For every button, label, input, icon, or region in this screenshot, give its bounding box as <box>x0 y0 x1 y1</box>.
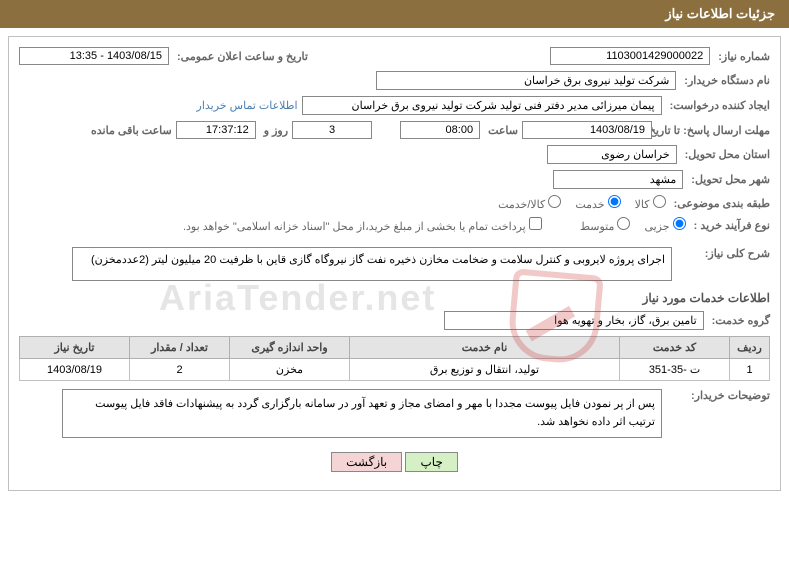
print-button[interactable]: چاپ <box>405 452 457 472</box>
time-label: ساعت <box>488 124 518 137</box>
islamic-treasury-option[interactable]: پرداخت تمام یا بخشی از مبلغ خرید،از محل … <box>183 217 542 233</box>
col-date: تاریخ نیاز <box>20 337 130 359</box>
section-title: اطلاعات خدمات مورد نیاز <box>19 291 770 305</box>
row-service-group: گروه خدمت: تامین برق، گاز، بخار و تهویه … <box>19 311 770 330</box>
cat-service-text: خدمت <box>575 199 604 211</box>
explain-field: پس از پر نمودن فایل پیوست مجددا با مهر و… <box>62 389 662 438</box>
cat-goods-radio[interactable] <box>653 195 666 208</box>
row-purchase-type: نوع فرآیند خرید : جزیی متوسط پرداخت تمام… <box>19 217 770 233</box>
cell-unit: مخزن <box>230 359 350 381</box>
countdown-field: 17:37:12 <box>176 121 256 139</box>
row-city: شهر محل تحویل: مشهد <box>19 170 770 189</box>
type-medium-option[interactable]: متوسط <box>580 217 631 233</box>
col-qty: تعداد / مقدار <box>130 337 230 359</box>
row-province: استان محل تحویل: خراسان رضوی <box>19 145 770 164</box>
need-summary-label: شرح کلی نیاز: <box>680 247 770 260</box>
col-name: نام خدمت <box>350 337 620 359</box>
explain-label: توضیحات خریدار: <box>670 389 770 402</box>
requester-field: پیمان میرزائی مدیر دفتر فنی تولید شرکت ت… <box>302 96 662 115</box>
service-table: ردیف کد خدمت نام خدمت واحد اندازه گیری ت… <box>19 336 770 381</box>
cat-service-radio[interactable] <box>608 195 621 208</box>
row-category: طبقه بندی موضوعی: کالا خدمت کالا/خدمت <box>19 195 770 211</box>
city-label: شهر محل تحویل: <box>691 173 770 186</box>
cat-goods-service-option[interactable]: کالا/خدمت <box>498 195 561 211</box>
cat-goods-option[interactable]: کالا <box>635 195 666 211</box>
cell-date: 1403/08/19 <box>20 359 130 381</box>
cell-name: تولید، انتقال و توزیع برق <box>350 359 620 381</box>
need-summary-field: اجرای پروژه لایروبی و کنترل سلامت و ضخام… <box>72 247 672 281</box>
service-group-label: گروه خدمت: <box>712 314 770 327</box>
type-minor-radio[interactable] <box>673 217 686 230</box>
type-minor-text: جزیی <box>644 221 669 233</box>
deadline-time-field: 08:00 <box>400 121 480 139</box>
cat-goods-text: کالا <box>635 199 650 211</box>
table-header-row: ردیف کد خدمت نام خدمت واحد اندازه گیری ت… <box>20 337 770 359</box>
cell-code: ت -35-351 <box>620 359 730 381</box>
islamic-treasury-text: پرداخت تمام یا بخشی از مبلغ خرید،از محل … <box>183 221 526 233</box>
service-group-field: تامین برق، گاز، بخار و تهویه هوا <box>444 311 704 330</box>
cell-row: 1 <box>730 359 770 381</box>
row-buyer-org: نام دستگاه خریدار: شرکت تولید نیروی برق … <box>19 71 770 90</box>
col-unit: واحد اندازه گیری <box>230 337 350 359</box>
province-field: خراسان رضوی <box>547 145 677 164</box>
deadline-label: مهلت ارسال پاسخ: تا تاریخ: <box>660 124 770 137</box>
col-code: کد خدمت <box>620 337 730 359</box>
cat-goods-service-text: کالا/خدمت <box>498 199 545 211</box>
islamic-treasury-checkbox[interactable] <box>529 217 542 230</box>
requester-label: ایجاد کننده درخواست: <box>670 99 770 112</box>
province-label: استان محل تحویل: <box>685 148 770 161</box>
city-field: مشهد <box>553 170 683 189</box>
row-requester: ایجاد کننده درخواست: پیمان میرزائی مدیر … <box>19 96 770 115</box>
page-title: جزئیات اطلاعات نیاز <box>665 6 775 21</box>
row-explain: توضیحات خریدار: پس از پر نمودن فایل پیوس… <box>19 389 770 438</box>
col-row: ردیف <box>730 337 770 359</box>
cat-service-option[interactable]: خدمت <box>575 195 620 211</box>
buyer-org-label: نام دستگاه خریدار: <box>684 74 770 87</box>
page-title-bar: جزئیات اطلاعات نیاز <box>0 0 789 28</box>
purchase-type-label: نوع فرآیند خرید : <box>694 219 770 232</box>
announce-field: 1403/08/15 - 13:35 <box>19 47 169 65</box>
row-need-number: شماره نیاز: 1103001429000022 تاریخ و ساع… <box>19 47 770 65</box>
button-bar: چاپ بازگشت <box>19 452 770 472</box>
back-button[interactable]: بازگشت <box>331 452 402 472</box>
category-label: طبقه بندی موضوعی: <box>674 197 770 210</box>
deadline-date-field: 1403/08/19 <box>522 121 652 139</box>
announce-label: تاریخ و ساعت اعلان عمومی: <box>177 50 308 63</box>
days-remaining-field: 3 <box>292 121 372 139</box>
page-container: جزئیات اطلاعات نیاز AriaTender.net شماره… <box>0 0 789 491</box>
days-word: روز و <box>264 124 288 137</box>
type-medium-text: متوسط <box>580 221 615 233</box>
table-row: 1 ت -35-351 تولید، انتقال و توزیع برق مخ… <box>20 359 770 381</box>
remaining-label: ساعت باقی مانده <box>91 124 172 137</box>
buyer-org-field: شرکت تولید نیروی برق خراسان <box>376 71 676 90</box>
need-number-label: شماره نیاز: <box>718 50 770 63</box>
cell-qty: 2 <box>130 359 230 381</box>
type-medium-radio[interactable] <box>617 217 630 230</box>
content-panel: AriaTender.net شماره نیاز: 1103001429000… <box>8 36 781 491</box>
row-deadline: مهلت ارسال پاسخ: تا تاریخ: 1403/08/19 سا… <box>19 121 770 139</box>
contact-link[interactable]: اطلاعات تماس خریدار <box>197 99 298 112</box>
type-minor-option[interactable]: جزیی <box>644 217 685 233</box>
cat-goods-service-radio[interactable] <box>548 195 561 208</box>
row-need-summary: شرح کلی نیاز: اجرای پروژه لایروبی و کنتر… <box>19 247 770 281</box>
need-number-field: 1103001429000022 <box>550 47 710 65</box>
